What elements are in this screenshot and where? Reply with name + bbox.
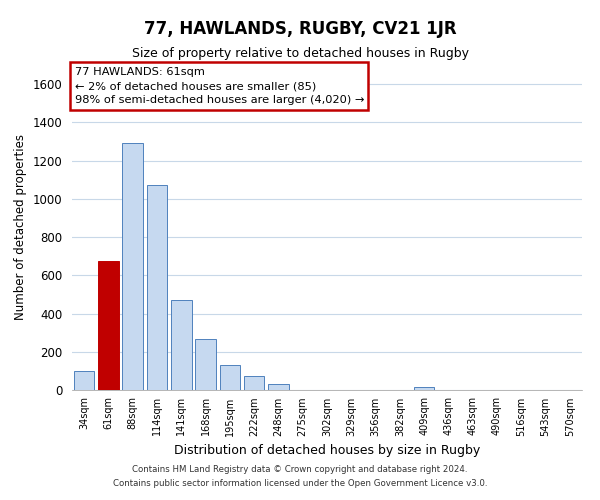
Bar (244, 376, 265, 390)
Bar (414, 387, 434, 390)
Bar (171, 300, 191, 390)
Bar (146, 186, 167, 390)
Bar (268, 384, 289, 390)
Text: 77 HAWLANDS: 61sqm
← 2% of detached houses are smaller (85)
98% of semi-detached: 77 HAWLANDS: 61sqm ← 2% of detached hous… (74, 66, 364, 106)
Text: 77, HAWLANDS, RUGBY, CV21 1JR: 77, HAWLANDS, RUGBY, CV21 1JR (143, 20, 457, 38)
Bar (220, 365, 240, 390)
Y-axis label: Number of detached properties: Number of detached properties (14, 134, 27, 320)
Text: Size of property relative to detached houses in Rugby: Size of property relative to detached ho… (131, 48, 469, 60)
Bar (122, 144, 143, 390)
Bar (195, 340, 216, 390)
Bar (74, 371, 94, 390)
Text: Contains HM Land Registry data © Crown copyright and database right 2024.
Contai: Contains HM Land Registry data © Crown c… (113, 466, 487, 487)
Bar (98, 261, 119, 390)
X-axis label: Distribution of detached houses by size in Rugby: Distribution of detached houses by size … (174, 444, 480, 457)
